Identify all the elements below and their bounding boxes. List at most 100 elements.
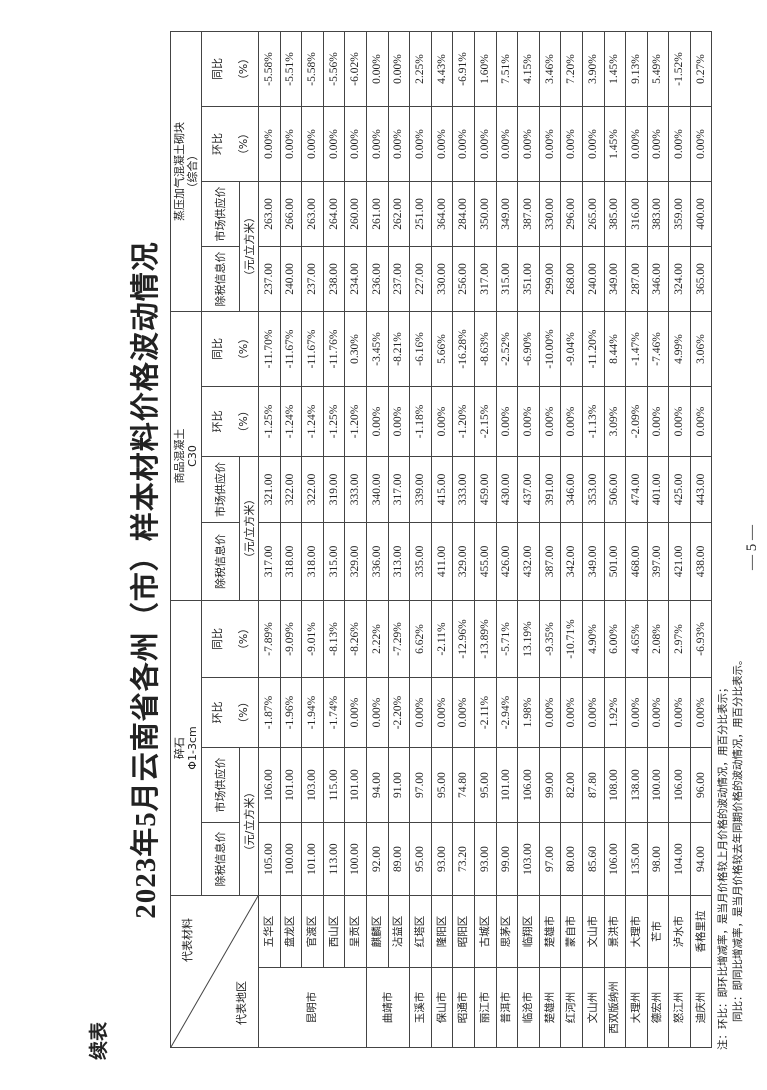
value-cell: 97.00 bbox=[409, 747, 432, 823]
value-cell: -1.74% bbox=[323, 677, 345, 748]
value-cell: 324.00 bbox=[668, 246, 691, 312]
value-cell: -1.94% bbox=[301, 677, 324, 748]
unit-label: （元/立方米） bbox=[239, 181, 259, 312]
table-row: 昆明市 五华区 105.00 106.00 -1.87% -7.89% 317.00 321.… bbox=[258, 31, 367, 1048]
value-cell: -9.01% bbox=[301, 600, 324, 678]
value-cell: 106.00 bbox=[258, 747, 281, 823]
value-cell: 425.00 bbox=[668, 456, 691, 523]
district-cell: 芒市 bbox=[647, 895, 669, 968]
region-axis-label: 代表地区 bbox=[235, 981, 248, 1025]
value-cell: 411.00 bbox=[431, 522, 453, 601]
value-cell: 93.00 bbox=[474, 822, 497, 896]
value-cell: -11.67% bbox=[280, 311, 302, 387]
value-cell: 0.00% bbox=[582, 106, 604, 182]
percent-unit-label: （%） bbox=[236, 622, 250, 656]
value-cell: 237.00 bbox=[301, 246, 324, 312]
value-cell: 322.00 bbox=[280, 456, 302, 523]
value-cell: -12.96% bbox=[452, 600, 475, 678]
value-cell: 0.00% bbox=[344, 677, 367, 748]
value-cell: 80.00 bbox=[560, 822, 583, 896]
district-cell: 楚雄市 bbox=[539, 895, 561, 968]
city-cell: 临沧市 bbox=[517, 967, 540, 1048]
percent-unit-label: （%） bbox=[236, 127, 250, 161]
value-cell: 115.00 bbox=[323, 747, 345, 823]
value-cell: 106.00 bbox=[604, 822, 626, 896]
table-row: 普洱市 思茅区 99.00 101.00 -2.94% -5.71% 426.00 430.0… bbox=[496, 31, 518, 1048]
table-row: 官渡区 101.00 103.00 -1.94% -9.01% 318.00 322.00-… bbox=[301, 31, 324, 1047]
value-cell: 4.65% bbox=[625, 600, 648, 678]
unit-label: （元/立方米） bbox=[239, 747, 259, 896]
value-cell: 430.00 bbox=[496, 456, 518, 523]
value-cell: 0.00% bbox=[560, 386, 583, 457]
value-cell: 103.00 bbox=[517, 822, 540, 896]
value-cell: 353.00 bbox=[582, 456, 604, 523]
price-table: 代表材料 代表地区 碎石 Φ1-3cm 商品混凝土 C30 蒸压加气混凝土砌块 （综合… bbox=[170, 30, 713, 1048]
district-cell: 盘龙区 bbox=[280, 895, 302, 968]
value-cell: 317.00 bbox=[474, 246, 497, 312]
value-cell: 0.00% bbox=[625, 677, 648, 748]
value-cell: 391.00 bbox=[539, 456, 561, 523]
table-row: 楚雄州 楚雄市 97.00 99.00 0.00% -9.35% 387.00 391.00 0… bbox=[539, 31, 561, 1048]
district-cell: 昭阳区 bbox=[452, 895, 475, 968]
value-cell: 95.00 bbox=[431, 747, 453, 823]
value-cell: 0.00% bbox=[517, 386, 540, 457]
notes: 注：环比：即环比增减率，是当月价格较上月价格的波动情况，用百分比表示； 同比：即… bbox=[716, 655, 746, 1051]
city-cell: 丽江市 bbox=[474, 967, 497, 1048]
value-cell: 506.00 bbox=[604, 456, 626, 523]
value-cell: 3.06% bbox=[690, 311, 712, 387]
value-cell: 468.00 bbox=[625, 522, 648, 601]
value-cell: 317.00 bbox=[388, 456, 410, 523]
value-cell: 99.00 bbox=[496, 822, 518, 896]
value-cell: 335.00 bbox=[409, 522, 432, 601]
value-cell: 0.00% bbox=[560, 677, 583, 748]
city-cell: 红河州 bbox=[560, 967, 583, 1048]
value-cell: -5.58% bbox=[258, 31, 281, 107]
value-cell: 3.09% bbox=[604, 386, 626, 457]
value-cell: 95.00 bbox=[474, 747, 497, 823]
value-cell: 238.00 bbox=[323, 246, 345, 312]
value-cell: 0.00% bbox=[647, 106, 669, 182]
value-cell: 6.00% bbox=[604, 600, 626, 678]
value-cell: 91.00 bbox=[388, 747, 410, 823]
value-cell: 315.00 bbox=[323, 522, 345, 601]
value-cell: 4.15% bbox=[517, 31, 540, 107]
value-cell: -1.24% bbox=[280, 386, 302, 457]
value-cell: 364.00 bbox=[431, 181, 453, 247]
value-cell: 318.00 bbox=[280, 522, 302, 601]
table-row: 曲靖市 麒麟区 92.00 94.00 0.00% 2.22% 336.00 340.00 0.… bbox=[366, 31, 410, 1048]
value-cell: 0.00% bbox=[474, 106, 497, 182]
value-cell: 0.00% bbox=[452, 677, 475, 748]
value-cell: 1.45% bbox=[604, 106, 626, 182]
value-cell: 240.00 bbox=[280, 246, 302, 312]
value-cell: -1.25% bbox=[258, 386, 281, 457]
column-header-label: 环比 bbox=[210, 701, 224, 724]
value-cell: 329.00 bbox=[344, 522, 367, 601]
value-cell: 101.00 bbox=[301, 822, 324, 896]
page-title: 2023年5月云南省各州（市）样本材料价格波动情况 bbox=[130, 241, 162, 919]
value-cell: 13.19% bbox=[517, 600, 540, 678]
value-cell: 0.00% bbox=[625, 106, 648, 182]
value-cell: -1.87% bbox=[258, 677, 281, 748]
value-cell: 313.00 bbox=[388, 522, 410, 601]
value-cell: -16.28% bbox=[452, 311, 475, 387]
value-cell: 85.60 bbox=[582, 822, 604, 896]
city-cell: 怒江州 bbox=[668, 967, 691, 1048]
value-cell: -5.51% bbox=[280, 31, 302, 107]
value-cell: 4.99% bbox=[668, 311, 691, 387]
value-cell: 2.97% bbox=[668, 600, 691, 678]
value-cell: -8.13% bbox=[323, 600, 345, 678]
value-cell: 236.00 bbox=[366, 246, 389, 312]
value-cell: 287.00 bbox=[625, 246, 648, 312]
note-line-2: 同比：即同比增减率，是当月价格较去年同期价格的波动情况，用百分比表示。 bbox=[732, 654, 744, 1023]
value-cell: 0.00% bbox=[409, 106, 432, 182]
value-cell: 100.00 bbox=[280, 822, 302, 896]
district-cell: 官渡区 bbox=[301, 895, 324, 968]
district-cell: 红塔区 bbox=[409, 895, 432, 968]
value-cell: 227.00 bbox=[409, 246, 432, 312]
value-cell: 296.00 bbox=[560, 181, 583, 247]
value-cell: 135.00 bbox=[625, 822, 648, 896]
value-cell: -1.25% bbox=[323, 386, 345, 457]
value-cell: 106.00 bbox=[668, 747, 691, 823]
district-cell: 隆阳区 bbox=[431, 895, 453, 968]
district-cell: 思茅区 bbox=[496, 895, 518, 968]
